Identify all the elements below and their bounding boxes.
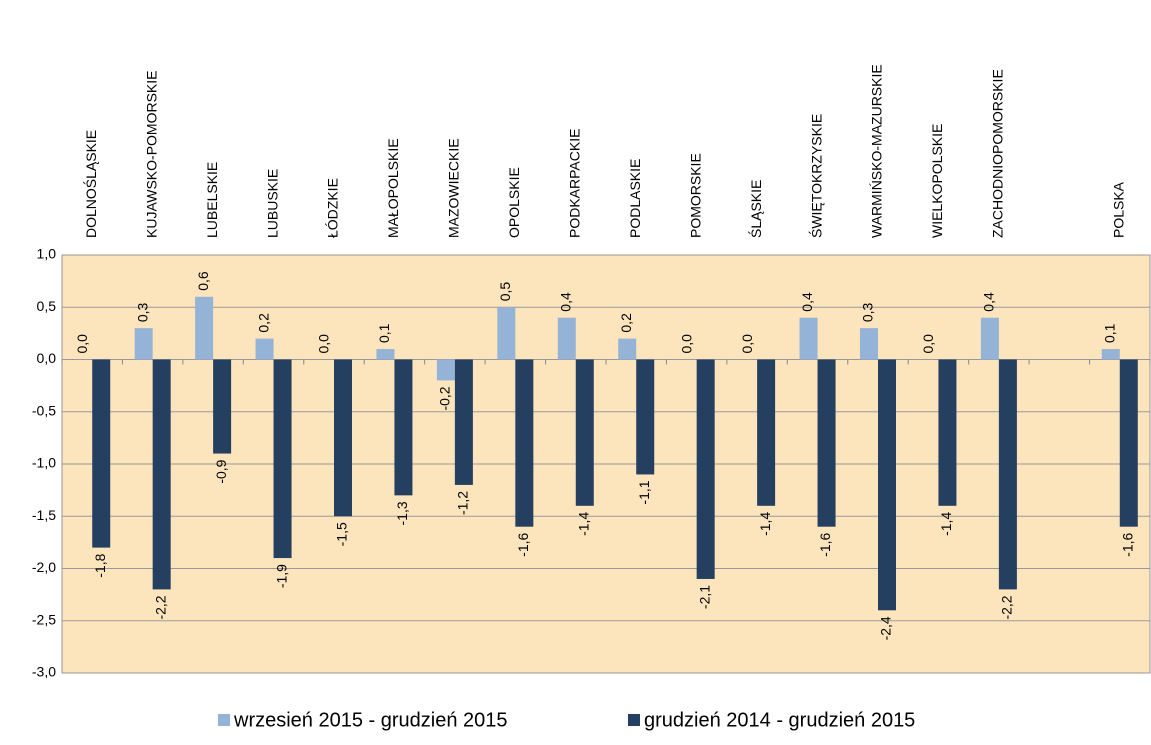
y-tick-label: -2,5 [32,611,56,627]
x-tick-label: ŚLĄSKIE [747,180,764,238]
value-label: 0,2 [618,313,634,333]
bar [878,359,896,611]
bar [636,359,655,475]
bar [696,359,715,579]
bar [575,359,594,506]
y-tick-label: 0,5 [37,298,57,314]
value-label: -1,8 [92,553,108,577]
bar [195,296,214,360]
y-tick-label: 0,0 [37,350,57,366]
value-label: 0,0 [316,334,332,354]
x-tick-label: POLSKA [1110,181,1126,238]
x-tick-label: MAZOWIECKIE [446,138,462,238]
x-tick-label: MAŁOPOLSKIE [385,138,401,238]
bar [454,359,473,485]
legend-swatch [628,714,640,726]
x-tick-label: WIELKOPOLSKIE [929,124,945,238]
value-label: 0,0 [74,334,90,354]
bar [273,359,292,559]
x-tick-label: OPOLSKIE [506,167,522,238]
y-tick-label: -3,0 [32,664,56,680]
y-tick-label: -2,0 [32,559,56,575]
bar [334,359,352,517]
value-label: -1,9 [273,564,289,588]
value-label: -1,4 [938,512,954,536]
bar [394,359,413,496]
x-tick-label: ŁÓDZKIE [325,178,341,238]
bar [980,317,999,360]
bar [134,328,153,360]
value-label: -1,4 [575,512,591,536]
value-label: -1,6 [817,532,833,556]
value-label: 0,0 [678,334,694,354]
value-label: 0,1 [376,323,392,343]
legend-label: grudzień 2014 - grudzień 2015 [644,709,915,731]
value-label: -2,2 [152,595,168,619]
y-tick-label: 1,0 [37,246,57,262]
legend-label: wrzesień 2015 - grudzień 2015 [233,709,508,731]
bar [757,359,776,506]
x-tick-label: LUBELSKIE [204,162,220,238]
value-label: 0,5 [497,282,513,302]
bar [376,349,395,360]
x-tick-label: KUJAWSKO-POMORSKIE [143,70,159,238]
bar [92,359,111,548]
bar [497,307,516,360]
value-label: -1,1 [636,480,652,504]
bar [1119,359,1138,527]
value-label: -0,2 [437,386,453,410]
value-label: 0,4 [557,292,573,312]
bar [255,338,274,360]
value-label: -1,4 [757,512,773,536]
x-tick-label: LUBUSKIE [264,169,280,238]
value-label: 0,0 [920,334,936,354]
bar [436,359,455,381]
value-label: -2,4 [878,616,894,640]
value-label: 0,1 [1101,323,1117,343]
y-tick-label: -0,5 [32,402,56,418]
bar [152,359,171,590]
value-label: 0,2 [255,313,271,333]
value-label: 0,0 [739,334,755,354]
x-tick-label: PODLASKIE [627,159,643,238]
bar [1101,349,1120,360]
bar [817,359,836,527]
value-label: -2,1 [696,585,712,609]
value-label: 0,4 [981,292,997,312]
value-label: 0,3 [134,302,150,322]
bar [213,359,232,454]
value-label: -1,6 [1119,532,1135,556]
value-label: -1,2 [455,491,471,515]
value-label: 0,6 [195,271,211,291]
x-tick-label: WARMIŃSKO-MAZURSKIE [869,64,885,238]
y-tick-label: -1,0 [32,455,56,471]
bar [515,359,534,527]
value-label: -0,9 [213,459,229,483]
x-tick-label: PODKARPACKIE [566,129,582,238]
legend-swatch [218,714,230,726]
value-label: -1,5 [334,522,350,546]
x-tick-label: ZACHODNIOPOMORSKIE [990,69,1006,238]
value-label: -2,2 [999,595,1015,619]
x-tick-label: POMORSKIE [687,153,703,238]
bar [860,328,878,360]
bar [618,338,637,360]
x-tick-label: DOLNOŚLĄSKIE [82,130,99,238]
bar [799,317,818,360]
value-label: 0,3 [860,302,876,322]
value-label: -1,3 [394,501,410,525]
bar [557,317,576,360]
value-label: 0,4 [799,292,815,312]
x-tick-label: ŚWIĘTOKRZYSKIE [807,114,824,238]
bar [998,359,1017,590]
value-label: -1,6 [515,532,531,556]
y-tick-label: -1,5 [32,507,56,523]
bar [938,359,957,506]
